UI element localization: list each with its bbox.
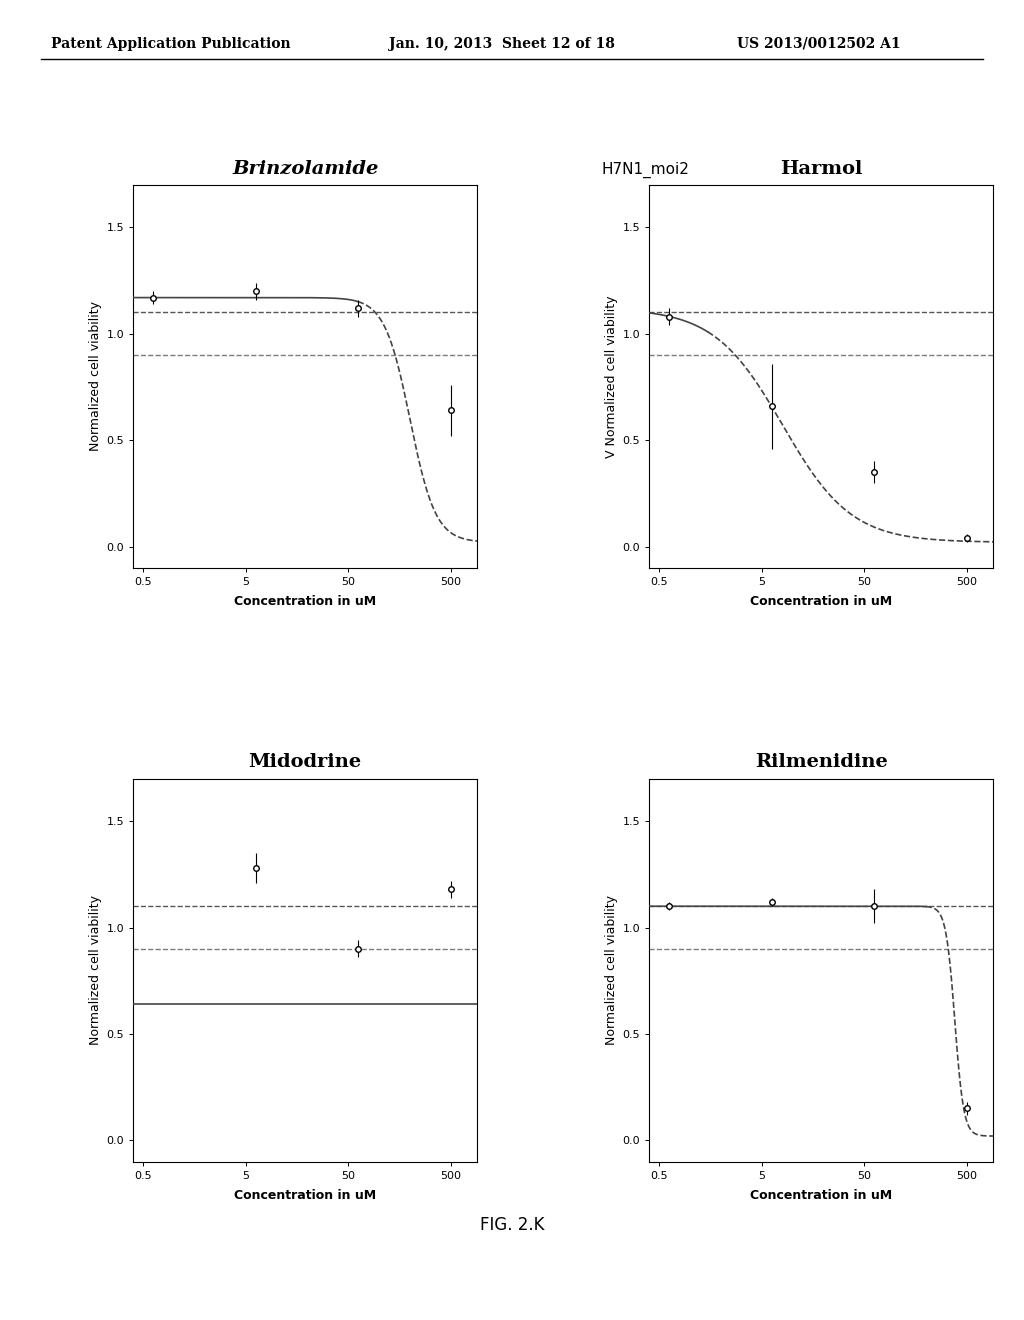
Title: Rilmenidine: Rilmenidine <box>755 754 888 771</box>
Text: Patent Application Publication: Patent Application Publication <box>51 37 291 51</box>
Title: Midodrine: Midodrine <box>249 754 361 771</box>
Text: FIG. 2.K: FIG. 2.K <box>480 1216 544 1234</box>
Y-axis label: Normalized cell viability: Normalized cell viability <box>605 895 618 1045</box>
Title: Brinzolamide: Brinzolamide <box>232 160 378 178</box>
Y-axis label: Normalized cell viability: Normalized cell viability <box>89 301 102 451</box>
Text: Jan. 10, 2013  Sheet 12 of 18: Jan. 10, 2013 Sheet 12 of 18 <box>389 37 615 51</box>
X-axis label: Concentration in uM: Concentration in uM <box>751 595 892 609</box>
Text: H7N1_moi2: H7N1_moi2 <box>601 162 689 178</box>
Title: Harmol: Harmol <box>780 160 862 178</box>
X-axis label: Concentration in uM: Concentration in uM <box>751 1189 892 1203</box>
X-axis label: Concentration in uM: Concentration in uM <box>234 1189 376 1203</box>
Y-axis label: V Normalized cell viability: V Normalized cell viability <box>605 296 618 458</box>
Text: US 2013/0012502 A1: US 2013/0012502 A1 <box>737 37 901 51</box>
Y-axis label: Normalized cell viability: Normalized cell viability <box>89 895 102 1045</box>
X-axis label: Concentration in uM: Concentration in uM <box>234 595 376 609</box>
